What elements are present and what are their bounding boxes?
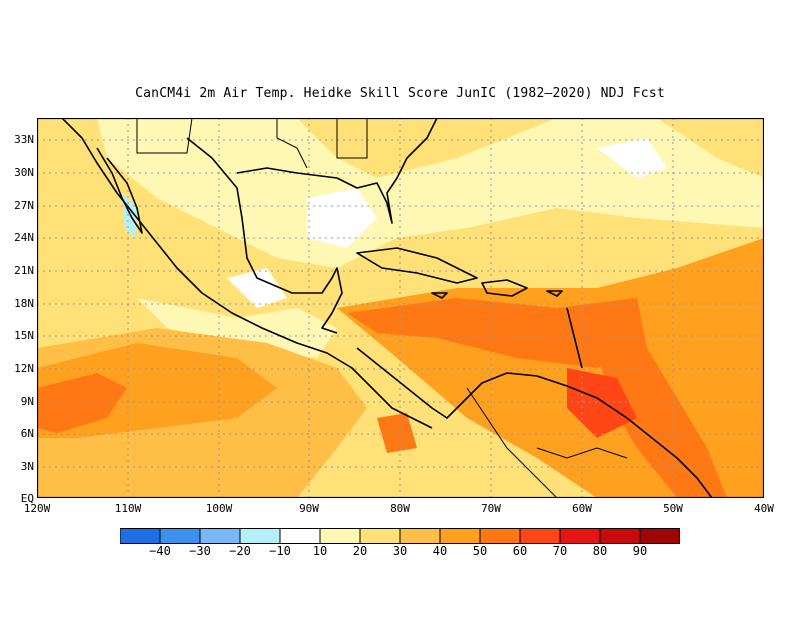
colorbar-swatch — [559, 528, 601, 544]
map-title: CanCM4i 2m Air Temp. Heidke Skill Score … — [135, 86, 665, 101]
colorbar-swatch — [120, 528, 161, 544]
ylabel-33n: 33N — [14, 133, 34, 146]
colorbar-swatch — [279, 528, 321, 544]
colorbar-label: −20 — [229, 544, 251, 558]
colorbar-label: 50 — [472, 544, 488, 558]
ylabel-18n: 18N — [14, 297, 34, 310]
ylabel-eq: EQ — [20, 492, 34, 505]
field-guianas-peak — [567, 368, 637, 438]
colorbar-swatch — [599, 528, 641, 544]
ylabel-21n: 21N — [14, 264, 34, 277]
coast-baja — [96, 147, 143, 234]
coast-hispaniola — [481, 279, 528, 297]
map-frame — [37, 118, 764, 498]
xlabel-70w: 70W — [481, 502, 501, 515]
graticule — [37, 118, 764, 498]
colorbar-label: −40 — [149, 544, 171, 558]
coast-pacific-mexico — [61, 118, 433, 429]
colorbar-label: 60 — [512, 544, 528, 558]
field-white-gulf — [307, 188, 377, 248]
xlabel-100w: 100W — [205, 502, 233, 515]
border-us-mexico-west — [136, 118, 193, 154]
colorbar-label: 90 — [632, 544, 648, 558]
coast-gulf-mexico — [186, 137, 343, 334]
colorbar-swatch — [399, 528, 441, 544]
border-colombia-venezuela — [466, 387, 558, 498]
coast-lesser-antilles — [566, 307, 583, 369]
coast-jamaica — [431, 292, 448, 299]
ylabel-24n: 24N — [14, 231, 34, 244]
colorbar-swatch — [479, 528, 521, 544]
colorbar-label: 10 — [312, 544, 328, 558]
colorbar-swatch — [519, 528, 561, 544]
xlabel-90w: 90W — [299, 502, 319, 515]
colorbar-label: 80 — [592, 544, 608, 558]
ylabel-9n: 9N — [20, 395, 34, 408]
coast-south-america — [356, 347, 713, 498]
field-white-mexico — [227, 268, 287, 308]
border-us-states — [276, 118, 308, 169]
field-pacific-peak — [37, 373, 127, 433]
field-guianas-strong — [597, 338, 727, 498]
field-low-gulf — [137, 298, 337, 358]
ylabel-15n: 15N — [14, 329, 34, 342]
ylabel-12n: 12N — [14, 362, 34, 375]
coast-cuba — [356, 247, 478, 284]
border-us-states-2 — [336, 118, 368, 159]
colorbar-swatch — [359, 528, 401, 544]
colorbar-swatch — [439, 528, 481, 544]
colorbar-swatch — [159, 528, 201, 544]
colorbar-swatch — [639, 528, 680, 544]
ylabel-30n: 30N — [14, 166, 34, 179]
colorbar-label: 20 — [352, 544, 368, 558]
colorbar-label: −30 — [189, 544, 211, 558]
xlabel-60w: 60W — [572, 502, 592, 515]
colorbar — [120, 528, 680, 544]
xlabel-120w: 120W — [23, 502, 51, 515]
skill-score-map — [37, 118, 764, 498]
ylabel-6n: 6N — [20, 427, 34, 440]
field-low-north — [97, 118, 764, 268]
colorbar-swatch — [239, 528, 281, 544]
colorbar-label: 70 — [552, 544, 568, 558]
xlabel-110w: 110W — [114, 502, 142, 515]
field-panama-strong — [377, 413, 417, 453]
colorbar-swatch — [319, 528, 361, 544]
xlabel-40w: 40W — [754, 502, 774, 515]
xlabel-80w: 80W — [390, 502, 410, 515]
map-svg — [37, 118, 764, 498]
field-caribbean-strong — [347, 298, 647, 368]
field-white-atlantic — [597, 138, 667, 178]
ylabel-3n: 3N — [20, 460, 34, 473]
colorbar-label: −10 — [269, 544, 291, 558]
ylabel-27n: 27N — [14, 199, 34, 212]
coast-gulf-us — [236, 118, 438, 224]
colorbar-label: 40 — [432, 544, 448, 558]
coastlines — [61, 118, 713, 498]
colorbar-swatch — [199, 528, 241, 544]
colorbar-label: 30 — [392, 544, 408, 558]
coast-puerto-rico — [546, 290, 563, 297]
xlabel-50w: 50W — [663, 502, 683, 515]
border-brazil — [536, 447, 628, 459]
borders — [136, 118, 628, 498]
